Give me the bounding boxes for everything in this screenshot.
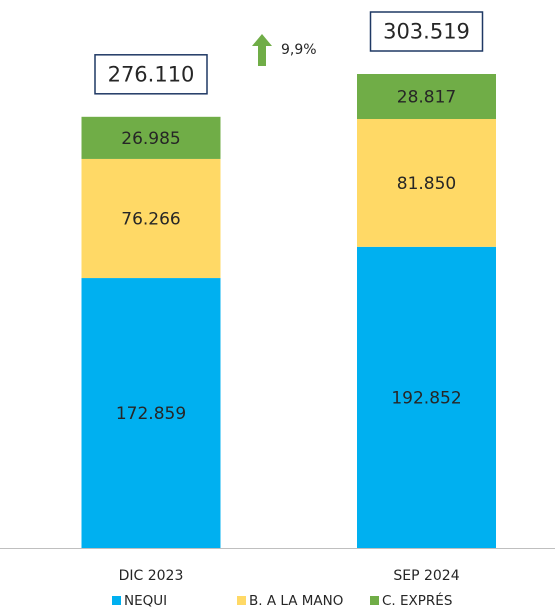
total-box xyxy=(94,54,208,95)
data-label: 81.850 xyxy=(397,174,456,194)
bar-segment xyxy=(357,119,496,247)
bar-segment xyxy=(357,246,496,548)
data-label: 26.985 xyxy=(121,129,180,149)
total-label: 303.519 xyxy=(383,20,470,44)
legend-label: NEQUI xyxy=(124,593,167,609)
bar-segment xyxy=(81,158,221,279)
total-box xyxy=(369,11,484,52)
data-label: 28.817 xyxy=(397,88,456,108)
bar-segment xyxy=(81,116,221,159)
legend-swatch xyxy=(370,596,379,605)
legend-label: B. A LA MANO xyxy=(249,593,343,609)
legend-swatch xyxy=(112,596,121,605)
growth-annotation: 9,9% xyxy=(281,42,317,58)
data-label: 76.266 xyxy=(121,209,180,229)
x-tick-label: DIC 2023 xyxy=(119,568,184,584)
data-label: 172.859 xyxy=(116,404,186,424)
legend-label: C. EXPRÉS xyxy=(382,592,452,609)
total-label: 276.110 xyxy=(108,62,195,86)
bar-segment xyxy=(357,74,496,120)
data-label: 192.852 xyxy=(391,388,461,408)
legend-swatch xyxy=(237,596,246,605)
growth-arrow xyxy=(252,34,272,66)
x-tick-label: SEP 2024 xyxy=(393,568,459,584)
bar-segment xyxy=(81,278,221,548)
